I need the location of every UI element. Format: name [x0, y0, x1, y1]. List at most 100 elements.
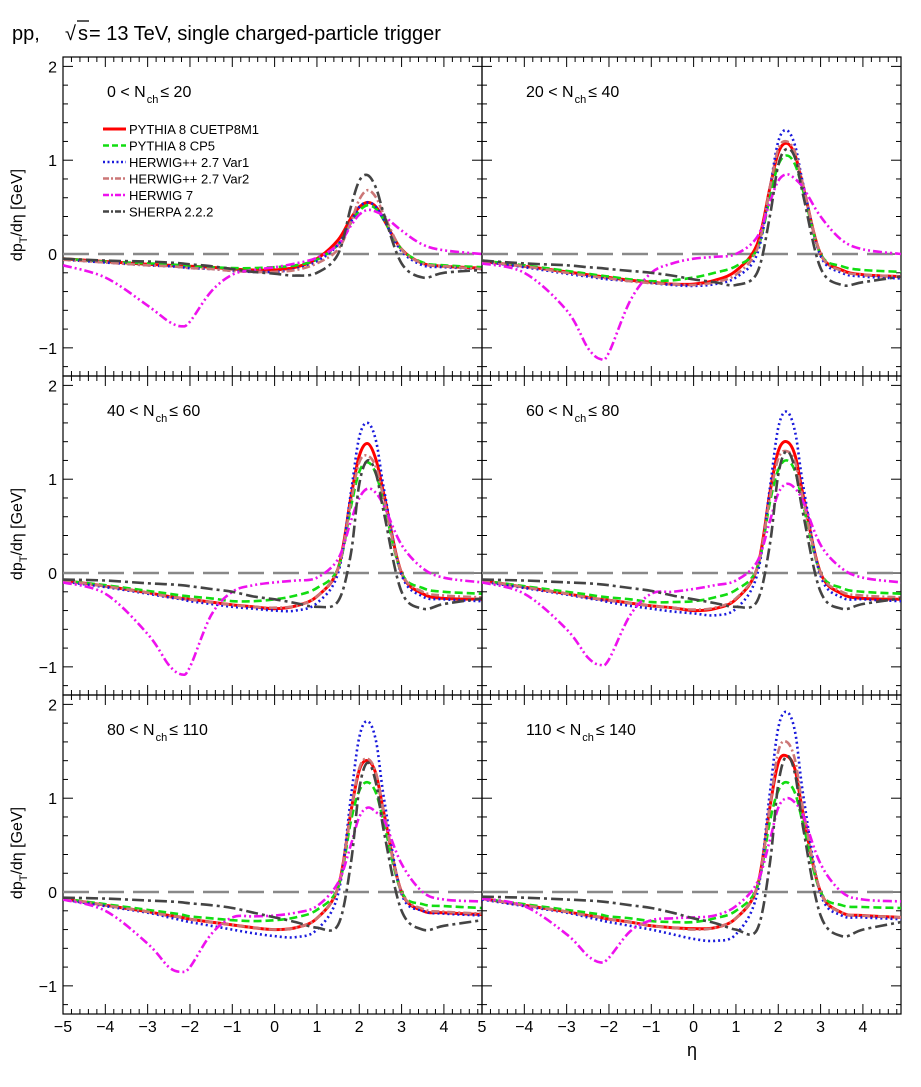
title-sqrt-s: s: [78, 23, 88, 45]
legend-label: HERWIG 7: [129, 188, 193, 203]
y-axis-title: dpT/dη [GeV]: [9, 807, 30, 899]
x-tick-label: 0: [270, 1019, 279, 1036]
panel-frame: [481, 375, 902, 696]
legend-label: HERWIG++ 2.7 Var2: [129, 172, 249, 187]
panel-label: 80 < N: [107, 722, 155, 739]
series-line-pythia-8-cp5: [482, 459, 901, 604]
panel-label-sub: ch: [575, 94, 587, 106]
panel-label-sub: ch: [582, 732, 594, 744]
x-tick-label: −3: [558, 1019, 576, 1036]
panel-label: 0 < N: [107, 84, 146, 101]
series-line-pythia-8-cp5: [482, 780, 901, 924]
y-tick-label: 1: [48, 791, 57, 808]
series-line-herwig-2-7-var2: [482, 739, 901, 931]
y-tick-label: 2: [48, 378, 57, 395]
x-tick-label: 2: [355, 1019, 364, 1036]
figure-title: pp, √ s = 13 TeV, single charged-particl…: [12, 20, 441, 45]
series-line-herwig-7: [63, 806, 482, 974]
y-axis-title-main: dp: [9, 562, 26, 580]
panel-label-rest: ≤ 110: [169, 722, 208, 739]
x-tick-label: −2: [600, 1019, 618, 1036]
legend-item: HERWIG 7: [103, 188, 193, 203]
y-axis-title: dpT/dη [GeV]: [9, 488, 30, 580]
panel-label-sub: ch: [147, 94, 159, 106]
title-prefix: pp,: [12, 23, 40, 45]
x-tick-label: −2: [181, 1019, 199, 1036]
x-tick-label: −3: [139, 1019, 157, 1036]
sqrt-sign: √: [65, 23, 76, 45]
y-tick-label: 0: [48, 247, 57, 264]
y-axis-title-sub: T: [18, 236, 30, 243]
panel-label-rest: ≤ 40: [588, 84, 619, 101]
series-line-sherpa-2-2-2: [63, 458, 482, 611]
y-axis-title: dpT/dη [GeV]: [9, 169, 30, 261]
panel-label-rest: ≤ 60: [169, 403, 200, 420]
y-tick-label: −1: [39, 660, 57, 677]
series-line-herwig-2-7-var2: [482, 449, 901, 611]
series-line-herwig-2-7-var2: [482, 139, 901, 287]
x-tick-label: 1: [312, 1019, 321, 1036]
legend-item: HERWIG++ 2.7 Var2: [103, 172, 249, 187]
legend-item: HERWIG++ 2.7 Var1: [103, 155, 249, 170]
legend-item: PYTHIA 8 CP5: [103, 139, 215, 154]
y-tick-label: 0: [48, 885, 57, 902]
series-line-sherpa-2-2-2: [482, 754, 901, 938]
panel-label: 60 < N: [526, 403, 574, 420]
series-line-herwig-7: [482, 482, 901, 667]
series-line-herwig-2-7-var1: [482, 128, 901, 288]
legend-label: PYTHIA 8 CP5: [129, 139, 215, 154]
panel-label-rest: ≤ 80: [588, 403, 619, 420]
y-axis-title-rest: /dη [GeV]: [9, 807, 26, 875]
series-line-pythia-8-cuetp8m1: [63, 759, 482, 932]
x-tick-label: 3: [397, 1019, 406, 1036]
y-tick-label: 2: [48, 697, 57, 714]
series-line-herwig-2-7-var2: [63, 757, 482, 931]
x-tick-label: 4: [439, 1019, 448, 1036]
series-line-sherpa-2-2-2: [63, 761, 482, 932]
panel-label: 110 < N: [526, 722, 581, 739]
y-axis-title-rest: /dη [GeV]: [9, 488, 26, 556]
y-axis-title-rest: /dη [GeV]: [9, 169, 26, 237]
x-axis-title: η: [687, 1040, 697, 1060]
series-line-herwig-7: [63, 208, 482, 328]
y-tick-label: 0: [48, 566, 57, 583]
y-tick-label: 1: [48, 153, 57, 170]
x-tick-label: −4: [515, 1019, 533, 1036]
legend-item: PYTHIA 8 CUETP8M1: [103, 122, 259, 137]
x-tick-label: 3: [816, 1019, 825, 1036]
x-tick-label: 4: [858, 1019, 867, 1036]
panel-label-sub: ch: [156, 732, 168, 744]
x-tick-label: 5: [478, 1019, 487, 1036]
series-line-pythia-8-cuetp8m1: [482, 753, 901, 931]
y-axis-title-main: dp: [9, 881, 26, 899]
y-tick-label: 1: [48, 472, 57, 489]
series-line-pythia-8-cp5: [482, 154, 901, 283]
series-line-pythia-8-cp5: [63, 203, 482, 270]
series-line-herwig-2-7-var1: [63, 719, 482, 939]
panel-frame: [62, 694, 483, 1015]
panel-label-sub: ch: [156, 413, 168, 425]
series-line-herwig-2-7-var1: [482, 410, 901, 617]
y-axis-title-sub: T: [18, 874, 30, 881]
series-line-herwig-7: [482, 796, 901, 964]
x-tick-label: 1: [731, 1019, 740, 1036]
panel-label-rest: ≤ 140: [596, 722, 636, 739]
series-line-herwig-2-7-var2: [63, 453, 482, 610]
x-tick-label: −4: [96, 1019, 114, 1036]
y-axis-title-sub: T: [18, 555, 30, 562]
panel-label: 20 < N: [526, 84, 574, 101]
x-tick-label: 0: [689, 1019, 698, 1036]
legend-item: SHERPA 2.2.2: [103, 205, 213, 220]
panel-frame: [481, 56, 902, 377]
x-tick-label: 2: [774, 1019, 783, 1036]
panel-label-sub: ch: [575, 413, 587, 425]
x-tick-label: −1: [223, 1019, 241, 1036]
series-line-herwig-2-7-var1: [482, 710, 901, 943]
series-line-sherpa-2-2-2: [482, 449, 901, 611]
y-tick-label: −1: [39, 979, 57, 996]
